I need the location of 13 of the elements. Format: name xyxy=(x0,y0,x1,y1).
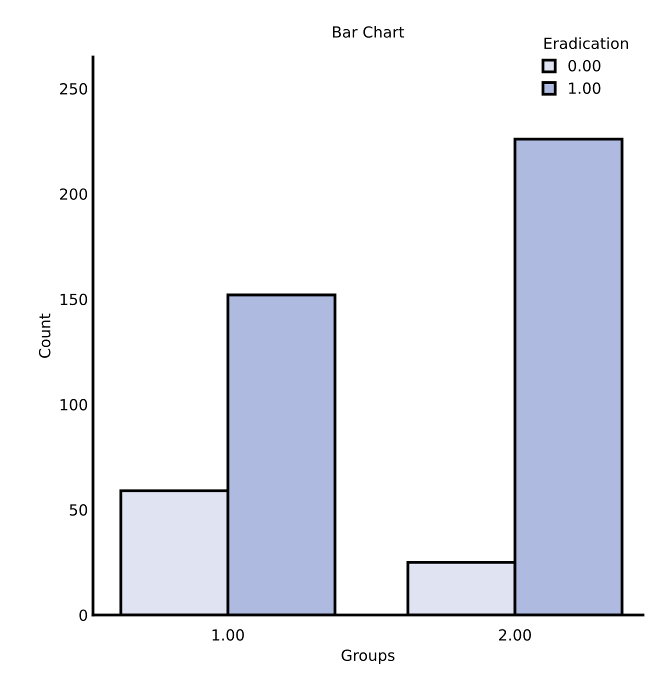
legend-label: 1.00 xyxy=(569,82,600,94)
y-tick-label: 150 xyxy=(60,294,88,306)
y-tick-label: 250 xyxy=(60,83,88,95)
x-tick-label: 2.00 xyxy=(499,629,531,641)
y-tick-label: 100 xyxy=(60,398,88,410)
legend-title: Eradication xyxy=(544,37,628,50)
chart-title: Bar Chart xyxy=(333,26,404,38)
y-tick-label: 200 xyxy=(60,188,88,200)
y-tick-label: 50 xyxy=(70,504,88,516)
y-tick-label: 0 xyxy=(79,609,88,622)
legend-label: 0.00 xyxy=(568,60,600,72)
x-axis-title: Groups xyxy=(342,650,394,664)
y-axis-title: Count xyxy=(38,314,50,358)
